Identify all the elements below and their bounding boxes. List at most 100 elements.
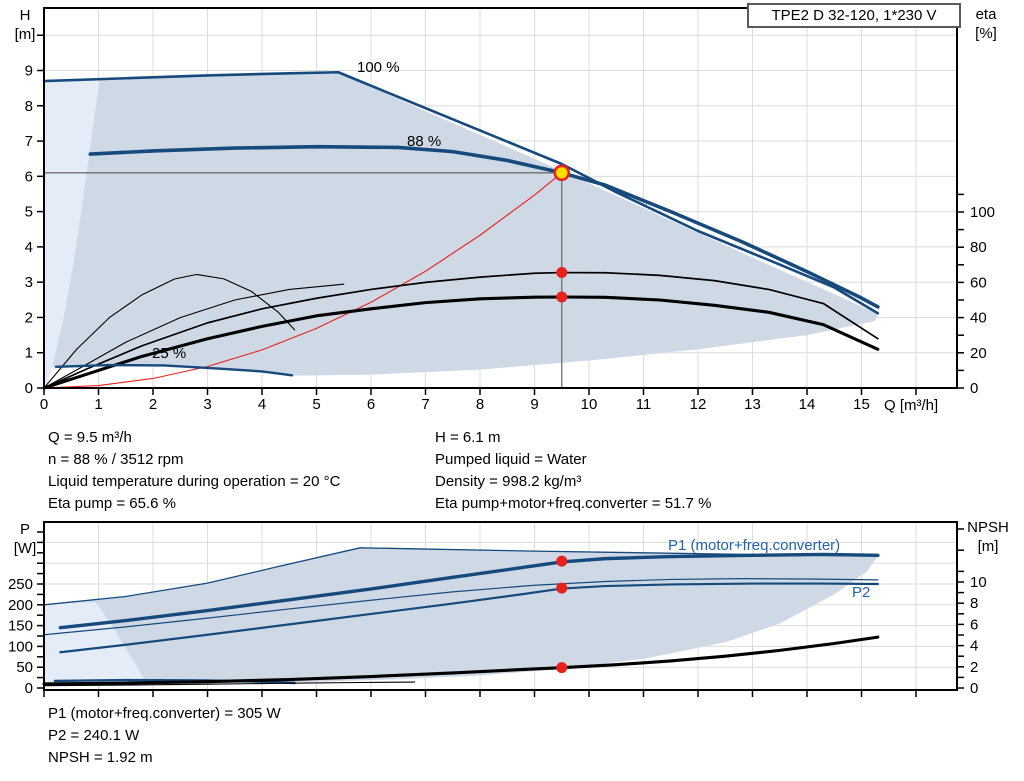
npsh-axis-title-line2: [m] [977,538,999,555]
curve-label: P2 [852,584,870,601]
eta-axis-title-line2: [%] [975,25,997,42]
p2-88pct [59,582,879,654]
curve-25pct [54,363,294,377]
H-tick-label: 3 [25,274,33,291]
x-tick-label: 12 [690,396,707,413]
x-tick-label: 5 [312,396,320,413]
curve-label: 25 % [152,345,186,362]
power-envelope [44,547,878,685]
P-tick-label: 100 [8,638,33,655]
eta-tick-label: 20 [970,345,987,362]
info-line: P1 (motor+freq.converter) = 305 W [48,705,281,722]
h-axis-title: H [m] [6,6,44,44]
N-tick-label: 0 [970,680,978,697]
info-line: Liquid temperature during operation = 20… [48,473,341,490]
p1-88pct [58,552,880,630]
npsh-axis-title: NPSH [m] [956,518,1020,556]
P-tick-label: 150 [8,618,33,635]
curve-label: P1 (motor+freq.converter) [668,537,840,554]
power-info: P1 (motor+freq.converter) = 305 W P2 = 24… [48,703,281,769]
low-flow-region [44,79,100,387]
x-tick-label: 9 [530,396,538,413]
npsh-curve [42,635,880,686]
N-tick-label: 8 [970,595,978,612]
speed-parabola-red [43,172,563,389]
x-tick-label: 11 [636,396,652,413]
info-line: Pumped liquid = Water [435,451,587,468]
N-tick-label: 2 [970,659,978,676]
eta-total-curve [42,295,880,390]
p-axis-title-line1: P [19,521,30,538]
H-tick-label: 7 [25,133,33,150]
plot-frame [43,521,958,691]
plot-frame [43,7,958,389]
P-tick-label: 0 [25,680,33,697]
N-tick-label: 4 [970,638,978,655]
eta-tick-label: 60 [970,274,987,291]
eta-axis-title-line1: eta [975,6,997,23]
eta-pump-marker [556,267,568,279]
info-line: H = 6.1 m [435,429,501,446]
info-line: n = 88 % / 3512 rpm [48,451,184,468]
H-tick-label: 0 [25,380,33,397]
eta-tick-label: 80 [970,239,987,256]
x-tick-label: 15 [853,396,870,413]
curve-label: 100 % [357,59,400,76]
P-tick-label: 50 [16,659,33,676]
H-tick-label: 8 [25,98,33,115]
x-tick-label: 14 [799,396,816,413]
H-tick-label: 1 [25,345,33,362]
pump-title: TPE2 D 32-120, 1*230 V [771,7,937,24]
curve-88pct [88,144,880,309]
power-low-flow-region [44,602,148,686]
power-npsh-chart: 0 50 100 150 200 250 0 2 4 6 8 10 P1 (motor+freq.con… [8,521,987,697]
p1-marker [556,555,568,567]
curve-100pct [42,70,880,315]
duty-info-left: Q = 9.5 m³/h n = 88 % / 3512 rpm Liquid te… [48,427,340,515]
p2-marker [556,582,568,594]
p-axis-title: P [W] [6,520,44,558]
H-tick-label: 5 [25,204,33,221]
info-line: Eta pump = 65.6 % [48,495,176,512]
eta-axis-title: eta [%] [962,5,1010,43]
P-tick-label: 200 [8,597,33,614]
x-tick-label: 4 [258,396,266,413]
P-tick-label: 250 [8,576,33,593]
p-axis-title-line2: [W] [13,540,37,557]
info-line: Density = 998.2 kg/m³ [435,473,582,490]
h-axis-title-line2: [m] [14,26,36,43]
H-tick-label: 6 [25,168,33,185]
eta-tick-label: 0 [970,380,978,397]
duty-point-marker [553,164,571,182]
npsh-axis-title-line1: NPSH [967,519,1009,536]
H-tick-label: 2 [25,309,33,326]
H-tick-label: 9 [25,62,33,79]
x-tick-label: 6 [367,396,375,413]
x-tick-label: 13 [744,396,761,413]
h-axis-title-line1: H [19,7,31,24]
eta-total-marker [556,291,568,303]
x-tick-label: 0 [40,396,48,413]
H-tick-label: 4 [25,239,33,256]
curve-label: 88 % [407,133,441,150]
x-tick-label: 7 [421,396,429,413]
duty-info-right: H = 6.1 m Pumped liquid = Water Density = … [435,427,711,515]
info-line: NPSH = 1.92 m [48,749,153,766]
npsh-marker [556,662,568,674]
q-axis-title: Q [m³/h] [884,397,939,414]
info-line: Q = 9.5 m³/h [48,429,132,446]
N-tick-label: 6 [970,616,978,633]
x-tick-label: 2 [149,396,157,413]
p1-100pct [43,547,879,606]
p2-100pct [43,577,879,636]
x-tick-label: 1 [94,396,102,413]
x-tick-label: 8 [476,396,484,413]
info-line: P2 = 240.1 W [48,727,140,744]
x-tick-label: 10 [581,396,598,413]
pump-title-box: TPE2 D 32-120, 1*230 V [747,3,961,28]
info-line: Eta pump+motor+freq.converter = 51.7 % [435,495,712,512]
eta-arc-25-a [43,273,296,389]
eta-pump-curve [43,271,879,389]
